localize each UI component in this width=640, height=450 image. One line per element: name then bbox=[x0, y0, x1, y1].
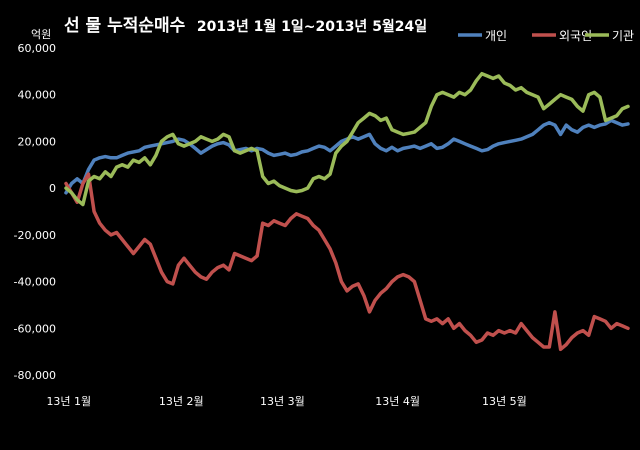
legend-label-3: 기관 bbox=[612, 29, 634, 43]
chart-title-main: 선 물 누적순매수 bbox=[64, 16, 186, 36]
plot-area: 60,000 40,000 20,000 0 -20,000 -40,000 -60,000… bbox=[14, 42, 630, 408]
series-line-3 bbox=[64, 71, 630, 207]
y-tick-label: -60,000 bbox=[14, 322, 56, 335]
legend-label-2: 외국인 bbox=[559, 29, 592, 43]
y-tick-label: 0 bbox=[49, 182, 56, 195]
y-tick-label: -80,000 bbox=[14, 369, 56, 382]
legend: 개인 외국인 기관 bbox=[458, 29, 634, 43]
chart-title: 선 물 누적순매수 2013년 1월 1일~2013년 5월24일 bbox=[64, 16, 427, 36]
series-line-2 bbox=[64, 172, 630, 352]
x-tick-label: 13년 5월 bbox=[482, 395, 527, 408]
x-tick-label: 13년 4월 bbox=[375, 395, 420, 408]
y-tick-label: 40,000 bbox=[18, 89, 57, 102]
legend-label-1: 개인 bbox=[485, 29, 507, 43]
x-tick-label: 13년 1월 bbox=[46, 395, 91, 408]
y-axis-unit-label: 억원 bbox=[31, 28, 51, 41]
y-tick-label: -40,000 bbox=[14, 276, 56, 289]
y-tick-label: 20,000 bbox=[18, 135, 57, 148]
y-tick-label: 60,000 bbox=[18, 42, 57, 55]
x-tick-label: 13년 3월 bbox=[260, 395, 305, 408]
chart-title-range: 2013년 1월 1일~2013년 5월24일 bbox=[197, 18, 427, 35]
series-line-1 bbox=[64, 118, 630, 195]
y-tick-label: -20,000 bbox=[14, 229, 56, 242]
x-tick-label: 13년 2월 bbox=[159, 395, 204, 408]
